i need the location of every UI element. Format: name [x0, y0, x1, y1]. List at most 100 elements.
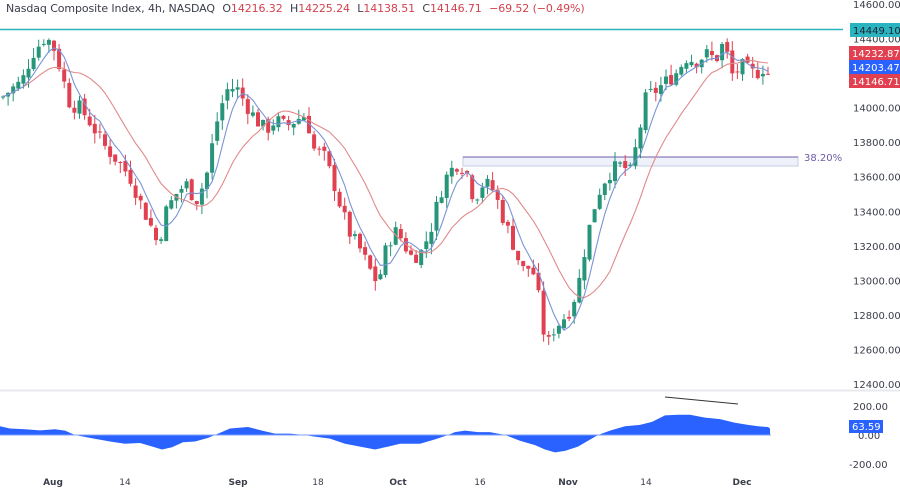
- candle: [633, 147, 638, 166]
- fast-moving-average: [2, 47, 769, 331]
- candle: [424, 241, 429, 250]
- candle: [536, 272, 541, 291]
- candle: [592, 209, 597, 223]
- candle: [434, 201, 439, 231]
- candle: [317, 148, 322, 150]
- candle: [725, 42, 730, 52]
- price-tick-label: 13000.00: [853, 276, 900, 287]
- candle: [199, 188, 204, 205]
- time-tick-label: 14: [640, 478, 652, 488]
- candle: [393, 227, 398, 245]
- time-axis[interactable]: Aug 14 Sep 18 Oct 16 Nov 14 Dec: [43, 478, 751, 488]
- candle: [82, 98, 87, 116]
- candle: [495, 190, 500, 200]
- candle: [128, 169, 133, 184]
- symbol-title: Nasdaq Composite Index, 4h, NASDAQ: [6, 2, 215, 15]
- candle: [388, 245, 393, 247]
- candle: [572, 301, 577, 317]
- candle: [97, 131, 102, 133]
- candle: [709, 51, 714, 56]
- candle: [271, 125, 276, 131]
- time-tick-label: 14: [119, 478, 131, 488]
- ohlc-low: L14138.51: [357, 2, 415, 15]
- candle: [516, 250, 521, 261]
- candle: [225, 89, 230, 101]
- candle: [194, 201, 199, 204]
- candle: [92, 123, 97, 134]
- candle: [531, 267, 536, 275]
- candle: [623, 161, 628, 169]
- candle: [312, 134, 317, 149]
- candle: [205, 172, 209, 190]
- candle: [613, 161, 617, 182]
- candle: [760, 73, 765, 77]
- slow-ma-price-badge: 14232.87: [849, 46, 900, 60]
- candle: [1, 96, 5, 98]
- candle: [607, 180, 612, 184]
- candle: [669, 75, 674, 85]
- candle: [439, 197, 444, 203]
- candle: [541, 290, 546, 335]
- candle: [460, 172, 464, 174]
- candle: [740, 59, 745, 75]
- candle: [368, 255, 373, 269]
- candle: [750, 63, 755, 69]
- candle: [189, 179, 194, 201]
- resistance-price-badge: 14449.10: [850, 23, 900, 37]
- candle: [628, 164, 633, 166]
- candle: [118, 162, 123, 164]
- candle: [57, 48, 62, 70]
- svg-text:0.00: 0.00: [858, 431, 880, 442]
- price-tick-label: 13800.00: [853, 138, 900, 149]
- time-tick-label: 18: [312, 478, 324, 488]
- candle: [327, 151, 332, 167]
- candle: [296, 118, 301, 124]
- candle: [291, 123, 296, 128]
- candle: [133, 185, 138, 198]
- divergence-trendline[interactable]: [664, 396, 739, 405]
- price-tick-label: 12400.00: [853, 380, 900, 391]
- svg-text:14449.10: 14449.10: [853, 26, 900, 37]
- candle: [414, 254, 419, 263]
- time-tick-label: Dec: [733, 478, 752, 488]
- candle: [266, 119, 271, 133]
- candle: [679, 67, 684, 75]
- candlesticks: [1, 38, 770, 345]
- price-tick-label: 12800.00: [853, 311, 900, 322]
- svg-text:200.00: 200.00: [853, 402, 888, 413]
- candle: [526, 265, 531, 269]
- candle: [480, 187, 485, 198]
- candle: [307, 115, 311, 134]
- candle: [720, 43, 725, 61]
- candle: [138, 195, 143, 201]
- slow-moving-average: [2, 59, 769, 299]
- candle: [597, 194, 602, 209]
- candle: [332, 165, 337, 192]
- candle: [582, 257, 587, 281]
- candle: [281, 115, 286, 119]
- oscillator-area: [0, 414, 770, 453]
- candle: [108, 146, 113, 157]
- price-axis[interactable]: 12400.00 12600.00 12800.00 13000.00 13200.00…: [853, 0, 900, 391]
- time-tick-label: 16: [474, 478, 486, 488]
- fast-ma-price-badge: 14203.47: [849, 60, 900, 74]
- candle: [103, 134, 107, 146]
- price-tick-label: 13600.00: [853, 173, 900, 184]
- candle: [41, 43, 46, 45]
- candle: [398, 229, 403, 239]
- candle: [383, 245, 388, 276]
- candle: [378, 274, 383, 280]
- candle: [674, 73, 679, 85]
- ohlc-high: H14225.24: [290, 2, 350, 15]
- candle: [429, 231, 434, 244]
- price-tick-label: 13200.00: [853, 242, 900, 253]
- candle: [551, 334, 556, 336]
- candle: [62, 69, 67, 82]
- oscillator-axis[interactable]: 200.00 0.00 -200.00: [849, 402, 888, 471]
- candle: [638, 127, 643, 149]
- candle: [618, 162, 623, 164]
- candle: [261, 119, 266, 127]
- candle: [505, 221, 510, 226]
- candle: [179, 189, 184, 193]
